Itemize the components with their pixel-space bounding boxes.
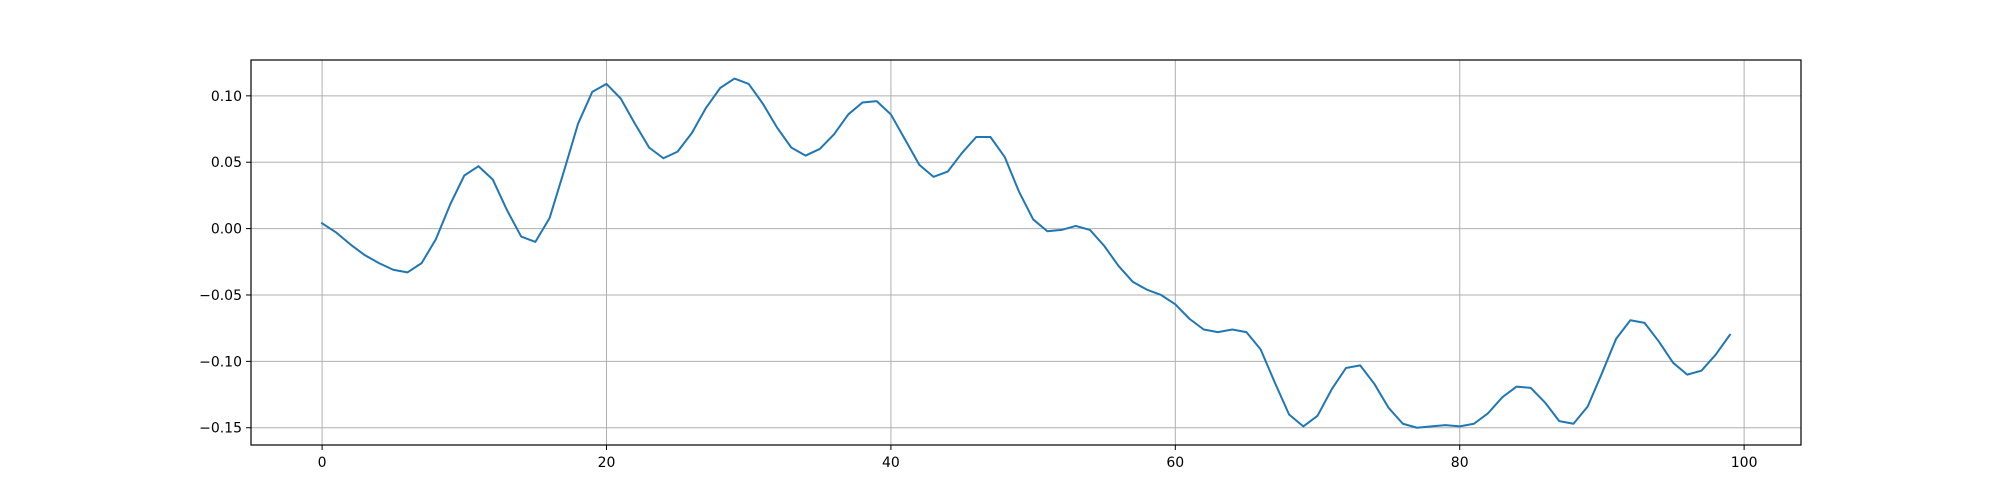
tick-layer: 0 20 40 60 80 100 0.10 0.05 0.00 −0.05 −0.10 −0.15	[199, 89, 1757, 471]
y-tick-label: 0.00	[211, 222, 242, 238]
y-tick-label: 0.10	[211, 89, 242, 105]
y-tick-label: −0.10	[199, 354, 242, 370]
plot-frame	[250, 59, 1802, 446]
x-tick-label: 80	[1451, 455, 1469, 471]
series-layer	[320, 77, 1732, 429]
y-tick-label: 0.05	[211, 155, 242, 171]
series-line	[320, 77, 1732, 429]
y-tick-label: −0.05	[199, 288, 242, 304]
x-tick-label: 40	[882, 455, 900, 471]
x-tick-label: 100	[1731, 455, 1758, 471]
x-tick-label: 0	[318, 455, 327, 471]
x-tick-label: 60	[1166, 455, 1184, 471]
y-tick-label: −0.15	[199, 421, 242, 437]
grid-layer	[251, 60, 1801, 445]
x-tick-label: 20	[598, 455, 616, 471]
